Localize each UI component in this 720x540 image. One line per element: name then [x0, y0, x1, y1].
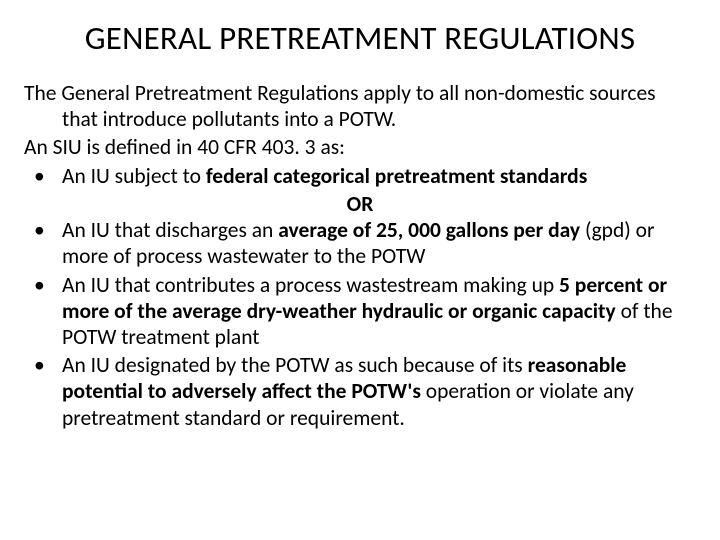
slide-title: GENERAL PRETREATMENT REGULATIONS: [24, 18, 696, 58]
intro-paragraph-2: An SIU is defined in 40 CFR 403. 3 as:: [24, 134, 696, 160]
bullet-text-pre: An IU subject to: [62, 163, 206, 189]
list-item: An IU that discharges an average of 25, …: [24, 217, 696, 269]
intro-paragraph-1: The General Pretreatment Regulations app…: [24, 80, 696, 132]
list-item: An IU designated by the POTW as such bec…: [24, 352, 696, 431]
or-separator: OR: [24, 191, 696, 217]
bullet-text-pre: An IU designated by the POTW as such bec…: [62, 352, 528, 378]
slide: GENERAL PRETREATMENT REGULATIONS The Gen…: [0, 0, 720, 540]
slide-body: The General Pretreatment Regulations app…: [24, 80, 696, 431]
list-item: An IU subject to federal categorical pre…: [24, 163, 696, 189]
list-item: An IU that contributes a process wastest…: [24, 272, 696, 351]
bullet-text-bold: federal categorical pretreatment standar…: [206, 163, 587, 189]
bullet-list: An IU that discharges an average of 25, …: [24, 217, 696, 431]
bullet-text-bold: average of 25, 000 gallons per day: [278, 217, 580, 243]
bullet-text-pre: An IU that discharges an: [62, 217, 278, 243]
bullet-text-pre: An IU that contributes a process wastest…: [62, 272, 559, 298]
bullet-list: An IU subject to federal categorical pre…: [24, 163, 696, 189]
